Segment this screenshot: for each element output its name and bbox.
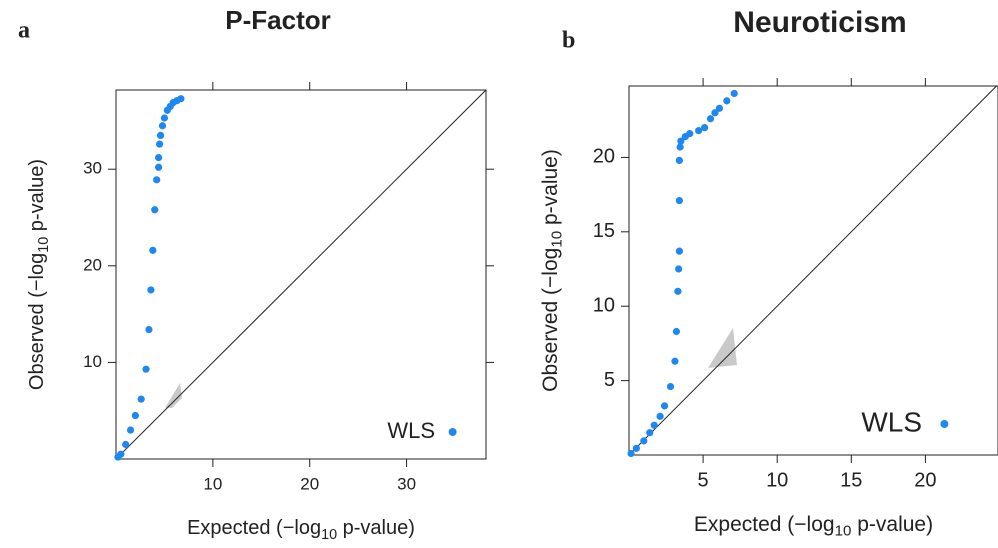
legend-marker — [448, 428, 457, 436]
label-part: Expected (−log — [694, 513, 835, 536]
y-axis-label: Observed (−log10 p-value) — [539, 149, 566, 392]
label-part: 10 — [835, 522, 852, 539]
data-point — [711, 109, 719, 117]
data-point — [155, 140, 164, 148]
y-tick-label: 15 — [593, 220, 615, 242]
x-tick-label: 15 — [840, 469, 862, 491]
data-point — [632, 444, 641, 452]
data-point — [672, 327, 681, 336]
data-point — [177, 95, 185, 103]
legend-marker — [940, 420, 949, 428]
plot-frame — [628, 85, 998, 456]
data-point — [155, 163, 163, 171]
x-tick-label: 10 — [203, 474, 222, 493]
data-point — [677, 137, 685, 145]
data-point — [695, 127, 703, 135]
data-point — [700, 124, 709, 132]
panel-label: a — [18, 18, 30, 44]
x-tick-label: 20 — [914, 469, 936, 491]
data-point — [151, 206, 159, 214]
data-point — [153, 176, 161, 184]
data-point — [675, 265, 683, 273]
label-part: p-value) — [26, 159, 48, 237]
label-part: Observed (−log — [26, 253, 48, 390]
legend-label: WLS — [387, 418, 435, 443]
data-point — [666, 382, 675, 391]
y-tick-label: 30 — [83, 159, 102, 178]
legend-label: WLS — [861, 406, 922, 437]
y-axis-label: Observed (−log10 p-value) — [26, 159, 52, 390]
data-point — [675, 196, 683, 205]
data-point — [730, 89, 738, 98]
data-point — [671, 357, 679, 365]
x-tick-label: 10 — [766, 469, 788, 491]
x-axis-label: Expected (−log10 p-value) — [187, 517, 415, 543]
data-point — [122, 440, 130, 449]
data-point — [706, 115, 715, 123]
data-point — [149, 246, 157, 254]
data-point — [137, 395, 145, 403]
y-tick-label: 10 — [593, 294, 615, 316]
reference-line — [115, 89, 487, 460]
data-point — [126, 426, 135, 434]
label-part: p-value) — [851, 513, 933, 536]
data-point — [145, 325, 153, 334]
data-point — [160, 114, 169, 122]
data-point — [158, 122, 167, 130]
x-tick-label: 30 — [397, 474, 416, 493]
data-point — [650, 421, 658, 429]
data-point — [660, 402, 669, 410]
x-tick-label: 5 — [698, 469, 709, 491]
data-point — [131, 411, 139, 420]
data-point — [723, 97, 731, 105]
panel-label: b — [562, 28, 575, 54]
y-tick-label: 20 — [83, 255, 102, 274]
data-point — [675, 247, 683, 255]
data-point — [656, 412, 664, 420]
label-part: p-value) — [539, 149, 562, 231]
data-point — [155, 154, 163, 162]
y-tick-label: 20 — [593, 146, 615, 168]
data-point — [117, 450, 125, 458]
x-tick-label: 20 — [300, 474, 319, 493]
y-tick-label: 10 — [83, 352, 102, 371]
data-point — [147, 286, 155, 294]
data-point — [675, 156, 683, 164]
data-point — [676, 143, 684, 151]
chart-title: P-Factor — [225, 5, 330, 35]
y-tick-label: 5 — [604, 369, 615, 391]
plot-frame — [115, 89, 487, 460]
label-part: 10 — [36, 237, 52, 253]
confidence-band — [165, 383, 182, 408]
label-part: p-value) — [337, 517, 415, 539]
chart-title: Neuroticism — [733, 6, 906, 39]
data-point — [686, 130, 694, 138]
confidence-band — [708, 328, 737, 368]
data-point — [640, 437, 648, 445]
label-part: Observed (−log — [539, 248, 562, 392]
data-point — [646, 429, 654, 437]
data-point — [674, 287, 682, 295]
label-part: Expected (−log — [187, 517, 321, 539]
data-point — [627, 449, 635, 458]
reference-line — [628, 85, 997, 456]
data-point — [715, 104, 723, 112]
data-point — [142, 365, 150, 373]
x-axis-label: Expected (−log10 p-value) — [694, 513, 933, 540]
data-point — [156, 131, 165, 140]
label-part: 10 — [548, 231, 565, 248]
label-part: 10 — [321, 527, 337, 543]
